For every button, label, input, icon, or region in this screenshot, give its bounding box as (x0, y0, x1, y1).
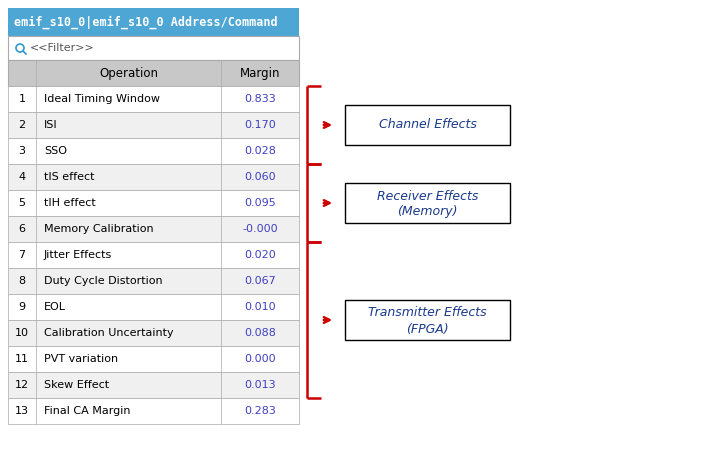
Text: PVT variation: PVT variation (44, 354, 118, 364)
Text: 3: 3 (18, 146, 25, 156)
Text: 5: 5 (18, 198, 25, 208)
Text: 0.060: 0.060 (244, 172, 276, 182)
Bar (345, 183, 510, 223)
Text: 7: 7 (18, 250, 25, 260)
Bar (8, 138, 299, 164)
Text: 6: 6 (18, 224, 25, 234)
Text: 10: 10 (15, 328, 29, 338)
Text: 0.010: 0.010 (244, 302, 276, 312)
Text: tIS effect: tIS effect (44, 172, 95, 182)
Text: (Memory): (Memory) (397, 206, 458, 219)
Text: Margin: Margin (240, 67, 280, 79)
Bar (8, 60, 299, 86)
Text: 13: 13 (15, 406, 29, 416)
Text: 12: 12 (15, 380, 29, 390)
Text: 0.095: 0.095 (244, 198, 276, 208)
Bar (8, 216, 299, 242)
Text: 0.283: 0.283 (244, 406, 276, 416)
Bar (8, 372, 299, 398)
Bar (8, 268, 299, 294)
Text: 0.013: 0.013 (244, 380, 276, 390)
Text: 0.028: 0.028 (244, 146, 276, 156)
Bar (8, 294, 299, 320)
Text: 1: 1 (18, 94, 25, 104)
Text: tIH effect: tIH effect (44, 198, 95, 208)
Bar (8, 346, 299, 372)
Text: 0.170: 0.170 (244, 120, 276, 130)
Text: 11: 11 (15, 354, 29, 364)
Text: 0.000: 0.000 (244, 354, 276, 364)
Bar (8, 320, 299, 346)
Bar (8, 8, 299, 36)
Text: Memory Calibration: Memory Calibration (44, 224, 154, 234)
Text: EOL: EOL (44, 302, 66, 312)
Bar (8, 398, 299, 424)
Text: 2: 2 (18, 120, 25, 130)
Bar (345, 105, 510, 145)
Text: ISI: ISI (44, 120, 58, 130)
Text: <<Filter>>: <<Filter>> (30, 43, 95, 53)
Bar (8, 36, 299, 60)
Text: 9: 9 (18, 302, 25, 312)
Text: 8: 8 (18, 276, 25, 286)
Bar (8, 190, 299, 216)
Text: emif_s10_0|emif_s10_0 Address/Command: emif_s10_0|emif_s10_0 Address/Command (14, 15, 277, 29)
Bar (8, 86, 299, 112)
Text: Calibration Uncertainty: Calibration Uncertainty (44, 328, 173, 338)
Text: Final CA Margin: Final CA Margin (44, 406, 131, 416)
Text: 0.067: 0.067 (244, 276, 276, 286)
Bar (8, 242, 299, 268)
Text: 4: 4 (18, 172, 25, 182)
Text: (FPGA): (FPGA) (406, 322, 449, 335)
Text: Jitter Effects: Jitter Effects (44, 250, 112, 260)
Text: Transmitter Effects: Transmitter Effects (368, 306, 486, 320)
Text: 0.833: 0.833 (244, 94, 276, 104)
Text: Channel Effects: Channel Effects (378, 118, 477, 132)
Text: 0.088: 0.088 (244, 328, 276, 338)
Text: Receiver Effects: Receiver Effects (377, 189, 478, 202)
Bar (8, 164, 299, 190)
Text: Duty Cycle Distortion: Duty Cycle Distortion (44, 276, 163, 286)
Text: Ideal Timing Window: Ideal Timing Window (44, 94, 160, 104)
Text: SSO: SSO (44, 146, 67, 156)
Text: -0.000: -0.000 (242, 224, 278, 234)
Bar (8, 112, 299, 138)
Text: Operation: Operation (99, 67, 158, 79)
Text: 0.020: 0.020 (244, 250, 276, 260)
Text: Skew Effect: Skew Effect (44, 380, 109, 390)
Bar (345, 300, 510, 340)
